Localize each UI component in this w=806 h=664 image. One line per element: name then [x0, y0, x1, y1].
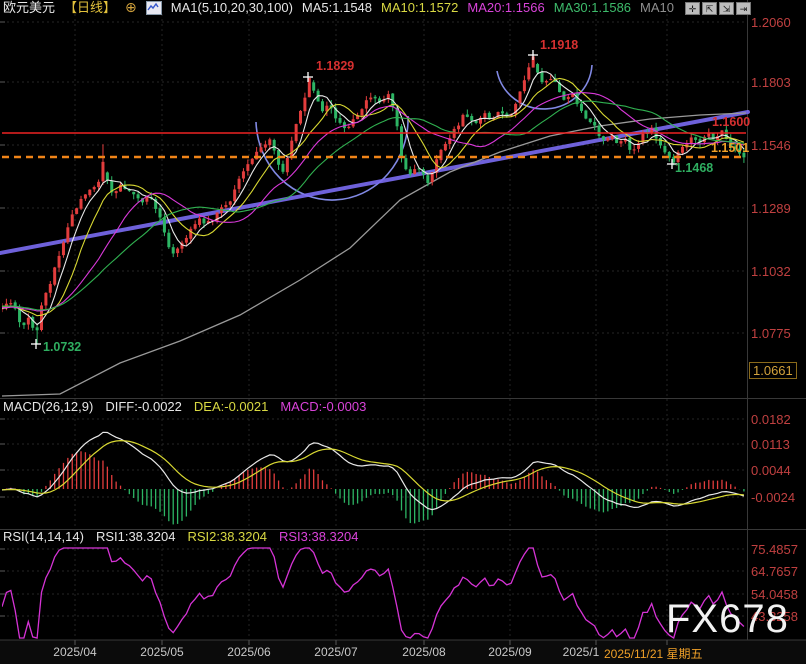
- ma-settings-label[interactable]: MA1(5,10,20,30,100): [170, 0, 293, 15]
- rsi1-value: RSI1:38.3204: [95, 529, 176, 544]
- rsi-settings-label[interactable]: RSI(14,14,14): [3, 529, 84, 544]
- rsi-panel-header: RSI(14,14,14) RSI1:38.3204 RSI2:38.3204 …: [3, 529, 358, 544]
- chart-type-icon[interactable]: [145, 0, 162, 15]
- macd-panel-header: MACD(26,12,9) DIFF:-0.0022 DEA:-0.0021 M…: [3, 399, 366, 414]
- fit-horizontal-icon[interactable]: ⇲: [719, 2, 734, 15]
- ma30-value: MA30:1.1586: [553, 0, 632, 15]
- macd-dea-value: DEA:-0.0021: [193, 399, 269, 414]
- ma20-value: MA20:1.1566: [467, 0, 545, 15]
- macd-settings-label[interactable]: MACD(26,12,9): [3, 399, 94, 414]
- ma10-value: MA10:1.1572: [381, 0, 459, 15]
- macd-macd-value: MACD:-0.0003: [280, 399, 367, 414]
- rsi2-value: RSI2:38.3204: [187, 529, 267, 544]
- fx678-watermark: FX678: [666, 597, 789, 641]
- shift-right-icon[interactable]: ⇥: [736, 2, 751, 15]
- ma100-label: MA10: [640, 0, 675, 15]
- ma5-value: MA5:1.1548: [301, 0, 373, 15]
- chart-toolbar: ✛ ⇱ ⇲ ⇥: [685, 2, 751, 15]
- macd-diff-value: DIFF:-0.0022: [105, 399, 182, 414]
- symbol-title: 欧元美元: [3, 0, 56, 15]
- add-indicator-icon[interactable]: ⊕: [125, 0, 137, 15]
- chart-header: 欧元美元 【日线】 ⊕ MA1(5,10,20,30,100) MA5:1.15…: [3, 0, 674, 15]
- rsi3-value: RSI3:38.3204: [278, 529, 359, 544]
- pan-tool-icon[interactable]: ✛: [685, 2, 700, 15]
- fit-vertical-icon[interactable]: ⇱: [702, 2, 717, 15]
- period-selector[interactable]: 【日线】: [64, 0, 117, 15]
